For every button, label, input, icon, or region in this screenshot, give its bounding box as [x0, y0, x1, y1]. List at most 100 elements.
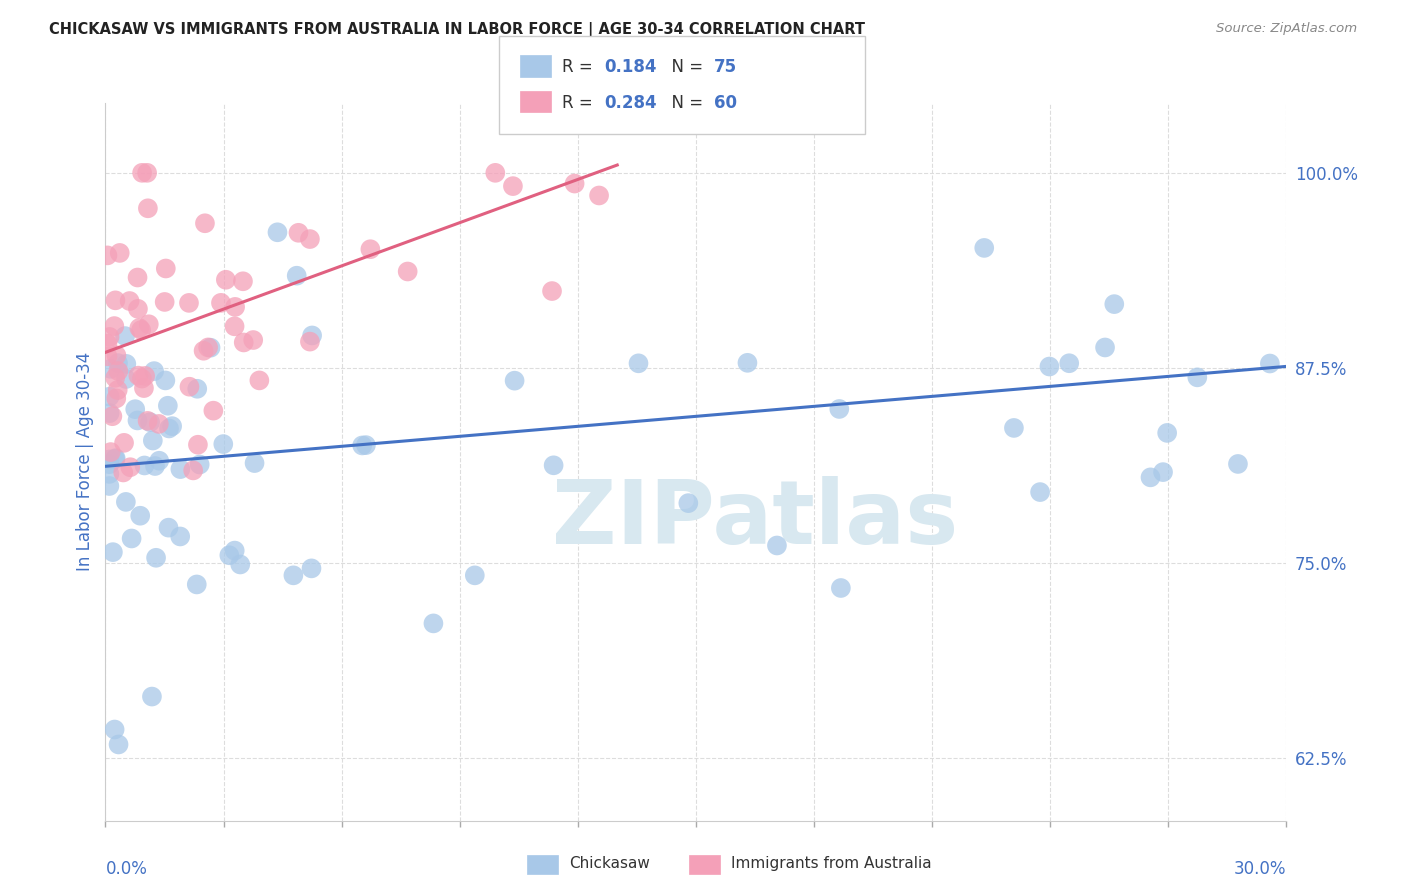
- Point: [148, 417, 170, 431]
- Point: [396, 264, 419, 278]
- Point: [1156, 425, 1178, 440]
- Point: [202, 403, 225, 417]
- Point: [194, 216, 217, 230]
- Point: [1029, 485, 1052, 500]
- Text: 0.284: 0.284: [605, 94, 657, 112]
- Point: [129, 323, 152, 337]
- Text: 0.0%: 0.0%: [105, 860, 148, 878]
- Point: [187, 438, 209, 452]
- Point: [96, 349, 118, 363]
- Text: Source: ZipAtlas.com: Source: ZipAtlas.com: [1216, 22, 1357, 36]
- Point: [131, 166, 153, 180]
- Point: [127, 368, 149, 383]
- Point: [98, 467, 121, 481]
- Point: [229, 558, 252, 572]
- Point: [114, 329, 136, 343]
- Point: [169, 529, 191, 543]
- Point: [157, 421, 180, 435]
- Point: [107, 738, 129, 752]
- Point: [148, 454, 170, 468]
- Point: [103, 319, 125, 334]
- Point: [301, 328, 323, 343]
- Point: [232, 274, 254, 288]
- Point: [107, 383, 129, 397]
- Point: [143, 458, 166, 473]
- Point: [186, 577, 208, 591]
- Point: [155, 261, 177, 276]
- Point: [359, 242, 381, 256]
- Point: [1152, 465, 1174, 479]
- Point: [973, 241, 995, 255]
- Point: [138, 318, 160, 332]
- Text: 75: 75: [714, 58, 737, 76]
- Point: [112, 466, 135, 480]
- Point: [160, 419, 183, 434]
- Point: [104, 451, 127, 466]
- Point: [105, 348, 128, 362]
- Point: [209, 296, 232, 310]
- Text: Immigrants from Australia: Immigrants from Australia: [731, 856, 932, 871]
- Point: [96, 248, 118, 262]
- Point: [115, 357, 138, 371]
- Point: [132, 381, 155, 395]
- Point: [139, 415, 162, 429]
- Point: [188, 458, 211, 472]
- Point: [115, 372, 138, 386]
- Point: [120, 460, 142, 475]
- Point: [100, 361, 122, 376]
- Point: [142, 434, 165, 448]
- Point: [98, 406, 121, 420]
- Point: [104, 452, 127, 467]
- Point: [141, 690, 163, 704]
- Point: [136, 202, 159, 216]
- Point: [104, 371, 127, 385]
- Point: [104, 723, 127, 737]
- Point: [588, 188, 610, 202]
- Y-axis label: In Labor Force | Age 30-34: In Labor Force | Age 30-34: [76, 352, 94, 571]
- Point: [143, 364, 166, 378]
- Point: [543, 458, 565, 473]
- Point: [96, 336, 118, 351]
- Point: [224, 319, 246, 334]
- Point: [285, 268, 308, 283]
- Point: [115, 495, 138, 509]
- Text: CHICKASAW VS IMMIGRANTS FROM AUSTRALIA IN LABOR FORCE | AGE 30-34 CORRELATION CH: CHICKASAW VS IMMIGRANTS FROM AUSTRALIA I…: [49, 22, 865, 38]
- Point: [224, 543, 246, 558]
- Text: ZIPatlas: ZIPatlas: [553, 475, 957, 563]
- Text: 30.0%: 30.0%: [1234, 860, 1286, 878]
- Text: R =: R =: [562, 58, 599, 76]
- Point: [153, 295, 176, 310]
- Point: [1038, 359, 1060, 374]
- Point: [186, 382, 208, 396]
- Point: [155, 373, 177, 387]
- Point: [287, 226, 309, 240]
- Point: [197, 340, 219, 354]
- Point: [98, 452, 121, 467]
- Point: [108, 246, 131, 260]
- Text: 0.184: 0.184: [605, 58, 657, 76]
- Point: [131, 371, 153, 385]
- Point: [128, 321, 150, 335]
- Point: [100, 445, 122, 459]
- Point: [127, 301, 149, 316]
- Point: [301, 561, 323, 575]
- Point: [107, 356, 129, 370]
- Text: Chickasaw: Chickasaw: [569, 856, 651, 871]
- Point: [1002, 421, 1025, 435]
- Point: [564, 177, 586, 191]
- Point: [298, 232, 321, 246]
- Point: [243, 456, 266, 470]
- Point: [503, 374, 526, 388]
- Point: [157, 521, 180, 535]
- Point: [1104, 297, 1126, 311]
- Point: [502, 179, 524, 194]
- Point: [101, 545, 124, 559]
- Point: [215, 273, 238, 287]
- Text: N =: N =: [661, 94, 709, 112]
- Point: [121, 532, 143, 546]
- Point: [98, 479, 121, 493]
- Point: [212, 437, 235, 451]
- Point: [129, 508, 152, 523]
- Point: [101, 409, 124, 424]
- Point: [484, 166, 506, 180]
